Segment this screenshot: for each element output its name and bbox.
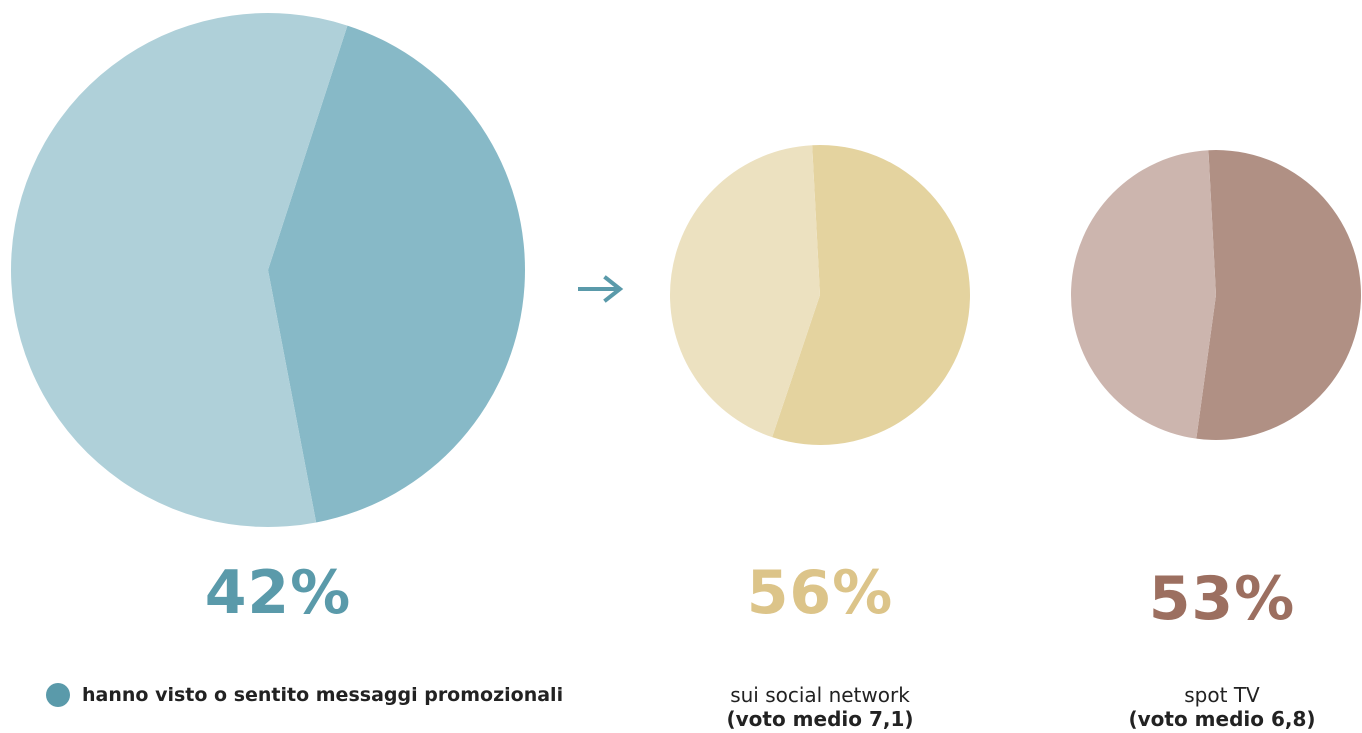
pie-social-slice-0 (772, 145, 970, 445)
pie-main-slice-0 (268, 25, 525, 523)
legend-marker (46, 683, 70, 707)
social-caption-score: (voto medio 7,1) (726, 707, 914, 731)
legend: hanno visto o sentito messaggi promozion… (46, 683, 563, 707)
pie-main (10, 13, 525, 528)
pie-main-slice-1 (10, 13, 348, 528)
legend-label: hanno visto o sentito messaggi promozion… (82, 684, 564, 706)
pie-social (670, 145, 970, 445)
tv-caption: spot TV (voto medio 6,8) (1072, 683, 1362, 731)
pie-tv-slice-0 (1196, 150, 1361, 441)
tv-caption-score: (voto medio 6,8) (1128, 707, 1316, 731)
pie-tv-slice-1 (1070, 150, 1216, 439)
pie-social-slice-1 (670, 145, 820, 438)
pie-tv (1070, 150, 1361, 441)
social-caption-text: sui social network (730, 683, 910, 707)
tv-percentage-label: 53% (1148, 564, 1296, 634)
social-caption: sui social network (voto medio 7,1) (670, 683, 970, 731)
arrow-right-icon (578, 275, 624, 303)
social-percentage-label: 56% (746, 558, 894, 628)
main-percentage-label: 42% (204, 558, 352, 628)
tv-caption-text: spot TV (1184, 683, 1260, 707)
